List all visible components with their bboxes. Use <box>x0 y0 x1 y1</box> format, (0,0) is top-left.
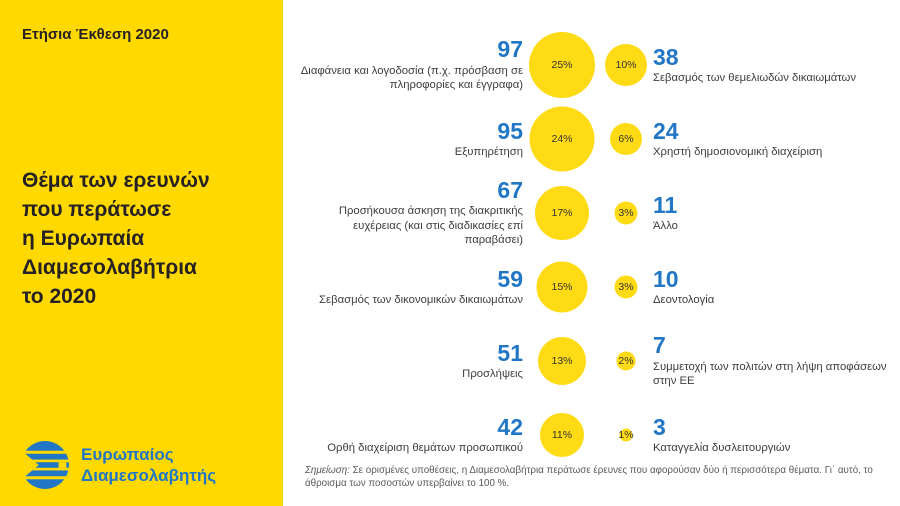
chart-row: 59 Σεβασμός των δικονομικών δικαιωμάτων 15… <box>295 250 894 324</box>
topic-label: Προσλήψεις <box>462 367 523 380</box>
chart-area: 97 Διαφάνεια και λογοδοσία (π.χ. πρόσβαση… <box>283 0 900 506</box>
percent-bubble <box>529 32 595 98</box>
chart-title: Θέμα των ερευνών που περάτωσε η Ευρωπαία… <box>22 169 210 308</box>
percent-label: 1% <box>618 429 634 441</box>
topic-label: Προσήκουσα άσκηση της διακριτικής ευχέρε… <box>338 205 523 247</box>
percent-label: 10% <box>615 59 637 71</box>
footnote-prefix: Σημείωση: <box>305 465 350 476</box>
topic-count: 97 <box>497 36 523 63</box>
percent-bubble <box>619 428 633 442</box>
percent-bubble <box>610 123 642 155</box>
percent-bubble <box>605 44 647 86</box>
left-topic: 97 Διαφάνεια και λογοδοσία (π.χ. πρόσβαση… <box>295 37 523 92</box>
topic-label: Διαφάνεια και λογοδοσία (π.χ. πρόσβαση σ… <box>300 64 523 92</box>
percent-label: 13% <box>551 355 573 367</box>
topic-label: Άλλο <box>653 219 678 232</box>
left-topic: 51 Προσλήψεις <box>295 341 523 382</box>
right-topic: 11 Άλλο <box>651 193 889 234</box>
left-bubble-cell: 17% <box>523 176 601 250</box>
percent-bubble <box>538 337 586 385</box>
percent-label: 3% <box>618 207 634 219</box>
footnote: Σημείωση: Σε ορισμένες υποθέσεις, η Διαμ… <box>305 465 883 491</box>
percent-label: 24% <box>551 133 573 145</box>
percent-bubble <box>529 106 595 172</box>
left-bubble-cell: 25% <box>523 28 601 102</box>
topic-label: Σεβασμός των δικονομικών δικαιωμάτων <box>319 293 523 306</box>
topic-label: Σεβασμός των θεμελιωδών δικαιωμάτων <box>653 71 857 84</box>
topic-label: Ορθή διαχείριση θεμάτων προσωπικού <box>327 441 523 454</box>
percent-bubble <box>540 413 584 457</box>
percent-label: 17% <box>551 207 573 219</box>
right-bubble-cell: 2% <box>601 324 651 398</box>
topic-count: 3 <box>653 413 666 440</box>
bubble-chart: 97 Διαφάνεια και λογοδοσία (π.χ. πρόσβαση… <box>295 28 894 472</box>
topic-count: 7 <box>653 332 666 359</box>
left-topic: 67 Προσήκουσα άσκηση της διακριτικής ευχέ… <box>295 178 523 248</box>
right-bubble-cell: 3% <box>601 250 651 324</box>
topic-count: 51 <box>497 339 523 366</box>
percent-label: 2% <box>618 355 634 367</box>
percent-label: 11% <box>551 429 573 441</box>
topic-label: Καταγγελία δυσλειτουργιών <box>653 441 791 454</box>
topic-count: 10 <box>653 265 679 292</box>
right-topic: 3 Καταγγελία δυσλειτουργιών <box>651 415 889 456</box>
percent-bubble <box>614 275 638 299</box>
right-topic: 10 Δεοντολογία <box>651 267 889 308</box>
topic-count: 42 <box>497 413 523 440</box>
topic-count: 95 <box>497 117 523 144</box>
percent-bubble <box>536 261 588 313</box>
percent-label: 15% <box>551 281 573 293</box>
topic-label: Εξυπηρέτηση <box>454 145 523 158</box>
ombudsman-logo-icon <box>20 441 70 489</box>
left-bubble-cell: 24% <box>523 102 601 176</box>
right-topic: 38 Σεβασμός των θεμελιωδών δικαιωμάτων <box>651 45 889 86</box>
right-topic: 7 Συμμετοχή των πολιτών στη λήψη αποφάσεω… <box>651 333 889 388</box>
right-bubble-cell: 1% <box>601 398 651 472</box>
percent-label: 25% <box>551 59 573 71</box>
footnote-text: Σε ορισμένες υποθέσεις, η Διαμεσολαβήτρι… <box>305 465 873 489</box>
topic-count: 38 <box>653 43 679 70</box>
right-bubble-cell: 10% <box>601 28 651 102</box>
percent-bubble <box>616 351 636 371</box>
left-bubble-cell: 15% <box>523 250 601 324</box>
percent-bubble <box>614 201 638 225</box>
topic-count: 59 <box>497 265 523 292</box>
brand-name: Ευρωπαίος Διαμεσολαβητής <box>81 445 217 485</box>
chart-row: 51 Προσλήψεις 13% 2% 7 Συμμετοχή των πολιτών … <box>295 324 894 398</box>
chart-row: 67 Προσήκουσα άσκηση της διακριτικής ευχέ… <box>295 176 894 250</box>
right-bubble-cell: 3% <box>601 176 651 250</box>
left-bubble-cell: 11% <box>523 398 601 472</box>
chart-row: 42 Ορθή διαχείριση θεμάτων προσωπικού 11% 1… <box>295 398 894 472</box>
report-title: Ετήσια Έκθεση 2020 <box>22 26 169 43</box>
right-topic: 24 Χρηστή δημοσιονομική διαχείριση <box>651 119 889 160</box>
topic-label: Χρηστή δημοσιονομική διαχείριση <box>653 145 823 158</box>
right-bubble-cell: 6% <box>601 102 651 176</box>
topic-count: 24 <box>653 117 679 144</box>
left-bubble-cell: 13% <box>523 324 601 398</box>
yellow-sidebar: Ετήσια Έκθεση 2020 Θέμα των ερευνών που … <box>0 0 283 506</box>
brand: Ευρωπαίος Διαμεσολαβητής <box>20 440 216 490</box>
percent-label: 3% <box>618 281 634 293</box>
left-topic: 95 Εξυπηρέτηση <box>295 119 523 160</box>
chart-row: 95 Εξυπηρέτηση 24% 6% 24 Χρηστή δημοσιονομική… <box>295 102 894 176</box>
percent-bubble <box>535 186 589 240</box>
percent-label: 6% <box>618 133 634 145</box>
topic-count: 11 <box>653 191 678 218</box>
left-topic: 42 Ορθή διαχείριση θεμάτων προσωπικού <box>295 415 523 456</box>
topic-label: Δεοντολογία <box>653 293 715 306</box>
left-topic: 59 Σεβασμός των δικονομικών δικαιωμάτων <box>295 267 523 308</box>
topic-count: 67 <box>497 177 523 204</box>
topic-label: Συμμετοχή των πολιτών στη λήψη αποφάσεων… <box>653 360 887 388</box>
chart-row: 97 Διαφάνεια και λογοδοσία (π.χ. πρόσβαση… <box>295 28 894 102</box>
